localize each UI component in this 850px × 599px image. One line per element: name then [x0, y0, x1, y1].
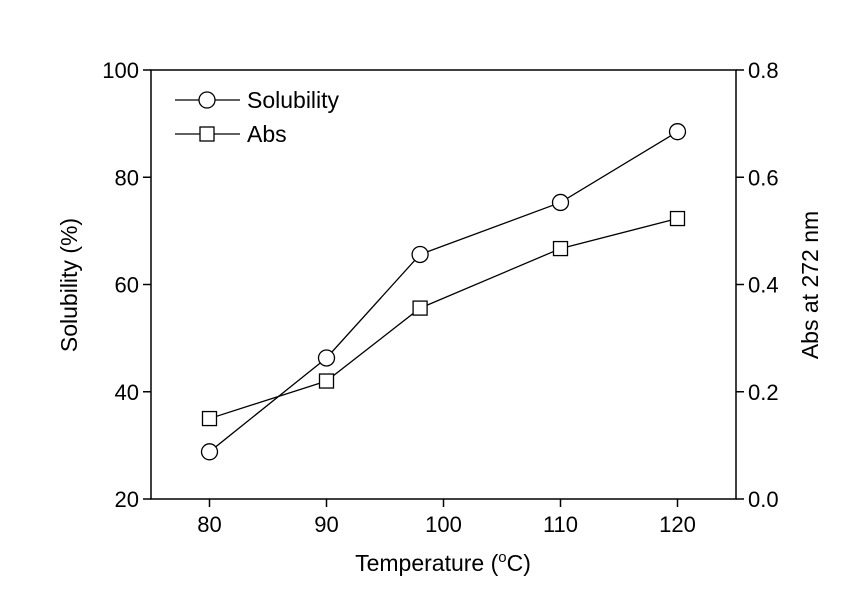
data-point-abs: [669, 210, 686, 227]
series-lines: [209, 131, 678, 453]
y-left-tick-label: 60: [115, 273, 139, 298]
data-point-solubility: [551, 193, 570, 212]
y-left-tick-label: 80: [115, 165, 139, 190]
x-tick-label: 80: [197, 512, 221, 537]
legend: Solubility Abs: [175, 87, 340, 147]
legend-label: Solubility: [247, 87, 340, 113]
x-tick-label: 120: [659, 512, 696, 537]
y-right-tick-label: 0.8: [748, 58, 779, 83]
legend-marker: [199, 126, 215, 142]
x-tick-label: 110: [543, 512, 578, 537]
data-point-abs: [318, 373, 335, 389]
legend-label: Abs: [247, 121, 287, 147]
axis-ticks: 80 90 100 110 120 20 40 60 80 100 0.0 0.2 0.4 0.6 0.8: [102, 58, 778, 537]
data-point-solubility: [668, 123, 687, 141]
x-tick-label: 90: [314, 512, 338, 537]
y-axis-right-title: Abs at 272 nm: [797, 211, 823, 359]
y-left-tick-label: 40: [115, 380, 139, 405]
series-line-solubility: [209, 131, 678, 453]
data-point-abs: [412, 300, 428, 316]
y-left-tick-label: 100: [102, 58, 139, 83]
data-point-solubility: [411, 245, 429, 264]
data-point-solubility: [200, 443, 219, 461]
y-axis-left-title: Solubility (%): [56, 218, 82, 352]
y-right-tick-label: 0.6: [748, 165, 779, 190]
y-right-tick-label: 0.0: [748, 487, 779, 512]
x-tick-label: 100: [425, 512, 462, 537]
x-axis-title: Temperature (oC): [355, 549, 531, 576]
series-markers: [200, 123, 687, 461]
data-point-abs: [552, 240, 569, 257]
y-right-tick-label: 0.4: [748, 273, 779, 298]
data-point-solubility: [317, 349, 336, 367]
data-point-abs: [201, 410, 218, 427]
legend-marker: [198, 91, 216, 109]
y-right-tick-label: 0.2: [748, 380, 779, 405]
series-line-abs: [209, 217, 678, 420]
y-left-tick-label: 20: [115, 487, 139, 512]
